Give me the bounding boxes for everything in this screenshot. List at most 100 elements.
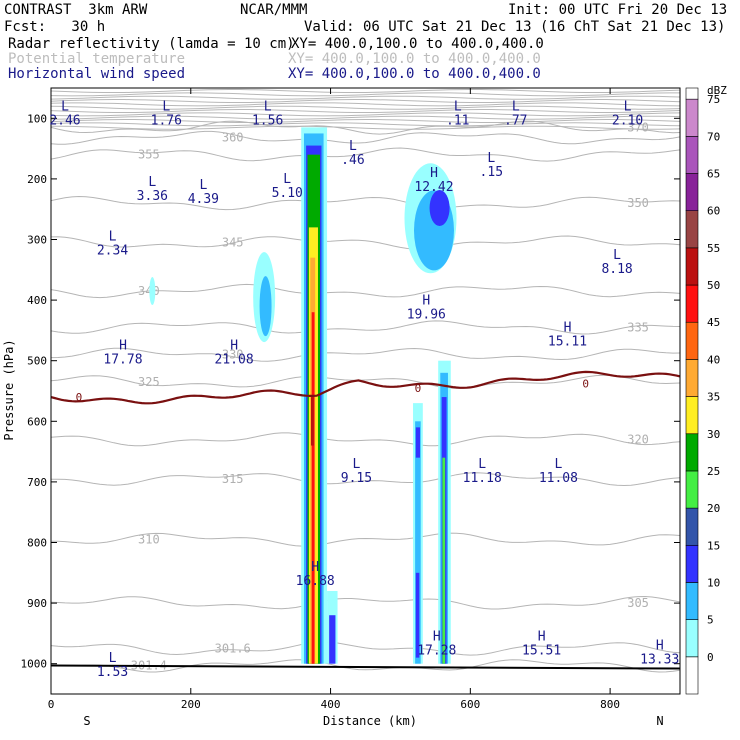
wind-extremum-value: .77 <box>504 113 527 128</box>
theta-contour-label: 370 <box>627 120 649 134</box>
freezing-level-label: 0 <box>415 382 422 395</box>
theta-contour-label: 320 <box>627 432 649 446</box>
wind-extremum-value: 13.33 <box>640 653 679 668</box>
x-tick-label: 0 <box>48 698 55 711</box>
freezing-level-label: 0 <box>76 391 83 404</box>
wind-extremum-letter: L <box>264 99 272 114</box>
theta-contour-label: 325 <box>138 375 160 389</box>
wind-extremum-value: 1.76 <box>151 113 182 128</box>
wind-extremum-value: 4.39 <box>188 192 219 207</box>
wind-extremum-value: 12.42 <box>414 180 453 195</box>
theta-contour-label: 345 <box>222 236 244 250</box>
south-label: S <box>83 714 90 728</box>
wind-extremum-letter: L <box>454 99 462 114</box>
colorbar-tick-label: 20 <box>707 502 720 515</box>
theta-contour <box>51 595 680 610</box>
x-tick-label: 200 <box>181 698 201 711</box>
wind-extremum-value: 11.08 <box>539 471 578 486</box>
wind-extremum-value: 15.11 <box>548 335 587 350</box>
wind-extremum-value: 1.56 <box>252 113 283 128</box>
wind-extremum-letter: H <box>538 630 546 645</box>
theta-upper-line <box>51 109 680 113</box>
wind-extremum-value: 11.18 <box>463 471 502 486</box>
org-label: NCAR/MMM <box>240 2 308 18</box>
colorbar-swatch <box>685 619 699 658</box>
field-reflectivity-name: Radar reflectivity (lamda = 10 cm) <box>8 36 295 52</box>
wind-extremum-letter: L <box>613 248 621 263</box>
wind-extremum-value: 9.15 <box>341 471 372 486</box>
model-title: CONTRAST 3km ARW <box>4 2 148 18</box>
plot-frame <box>50 87 681 695</box>
colorbar-tick-label: 40 <box>707 353 720 366</box>
colorbar-tick-label: 55 <box>707 242 720 255</box>
reflectivity-shading <box>310 397 314 446</box>
x-tick-label: 800 <box>600 698 620 711</box>
theta-upper-line <box>51 102 680 107</box>
north-label: N <box>656 714 663 728</box>
y-tick-label: 500 <box>27 355 47 368</box>
colorbar-tick-label: 75 <box>707 93 720 106</box>
field-wind-name: Horizontal wind speed <box>8 66 186 82</box>
valid-time: Valid: 06 UTC Sat 21 Dec 13 (16 ChT Sat … <box>304 19 726 35</box>
reflectivity-shading <box>311 312 315 664</box>
theta-contour <box>51 195 680 211</box>
theta-upper-line <box>51 99 680 103</box>
colorbar-swatch <box>685 247 699 286</box>
colorbar-tick-label: 65 <box>707 168 720 181</box>
wind-extremum-letter: L <box>109 230 117 245</box>
y-tick-label: 800 <box>27 537 47 550</box>
colorbar-tick-label: 60 <box>707 205 720 218</box>
wind-extremum-letter: H <box>433 630 441 645</box>
wind-extremum-letter: L <box>109 651 117 666</box>
ground-line <box>51 664 680 670</box>
colorbar-tick-label: 30 <box>707 428 720 441</box>
theta-upper-line <box>51 89 680 93</box>
wind-extremum-letter: L <box>283 172 291 187</box>
theta-upper-line <box>51 112 680 117</box>
theta-upper-line <box>51 95 680 100</box>
colorbar: dBZ 0 5 10 15 20 25 30 35 40 45 50 55 60 65 70 75 <box>685 84 727 695</box>
y-tick-label: 600 <box>27 415 47 428</box>
wind-extremum-value: .15 <box>480 165 503 180</box>
field-reflectivity-xy: XY= 400.0,100.0 to 400.0,400.0 <box>291 36 544 52</box>
theta-upper-line <box>51 122 680 127</box>
wind-extremum-letter: L <box>487 151 495 166</box>
colorbar-swatch <box>685 396 699 435</box>
colorbar-tick-label: 0 <box>707 651 714 664</box>
reflectivity-shading <box>259 276 272 337</box>
reflectivity-shading <box>149 277 156 306</box>
colorbar-swatch <box>685 284 699 323</box>
colorbar-tick-label: 15 <box>707 539 720 552</box>
theta-contour-label: 350 <box>627 196 649 210</box>
wind-extremum-letter: L <box>512 99 520 114</box>
colorbar-tick-label: 10 <box>707 576 720 589</box>
freezing-level-line <box>51 370 680 405</box>
x-axis-label: Distance (km) <box>323 714 417 728</box>
theta-contour-label: 330 <box>222 348 244 362</box>
wind-extremum-letter: H <box>311 560 319 575</box>
theta-contour <box>51 432 680 447</box>
theta-upper-line <box>51 105 680 110</box>
reflectivity-shading <box>415 427 421 458</box>
x-tick-label: 400 <box>321 698 341 711</box>
wind-extremum-value: 2.34 <box>97 244 128 259</box>
theta-upper-line <box>51 119 680 123</box>
colorbar-swatch <box>685 210 699 249</box>
theta-contour <box>51 147 680 162</box>
wind-extremum-value: .46 <box>341 153 364 168</box>
theta-contour <box>51 472 680 487</box>
colorbar-unit: dBZ <box>707 84 727 97</box>
colorbar-top-cap <box>685 87 699 100</box>
reflectivity-shading <box>415 421 421 664</box>
theta-contour-label: 301.6 <box>215 642 251 656</box>
y-axis-label: Pressure (hPa) <box>2 339 16 440</box>
theta-upper-line <box>51 115 680 120</box>
colorbar-tick-label: 25 <box>707 465 720 478</box>
theta-contour <box>51 120 680 135</box>
colorbar-swatch <box>685 173 699 211</box>
colorbar-tick-label: 35 <box>707 391 720 404</box>
colorbar-swatch <box>685 544 699 583</box>
init-time: Init: 00 UTC Fri 20 Dec 13 <box>508 2 728 18</box>
theta-contour-label: 305 <box>627 596 649 610</box>
